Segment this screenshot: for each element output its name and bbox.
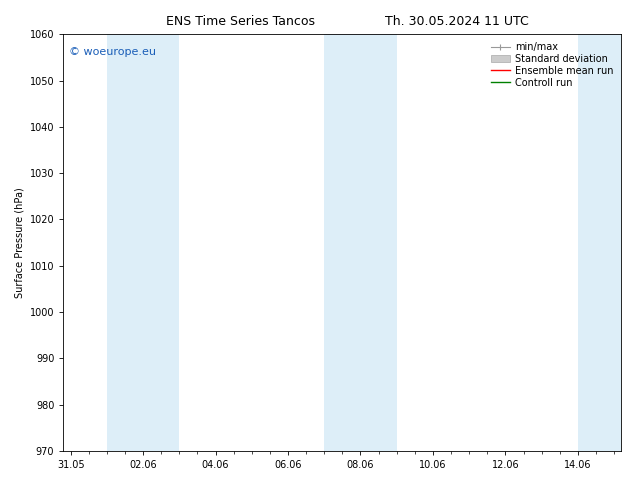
Text: Th. 30.05.2024 11 UTC: Th. 30.05.2024 11 UTC xyxy=(385,15,528,28)
Legend: min/max, Standard deviation, Ensemble mean run, Controll run: min/max, Standard deviation, Ensemble me… xyxy=(488,39,616,91)
Bar xyxy=(324,34,397,451)
Bar xyxy=(107,34,179,451)
Y-axis label: Surface Pressure (hPa): Surface Pressure (hPa) xyxy=(14,187,24,298)
Text: ENS Time Series Tancos: ENS Time Series Tancos xyxy=(166,15,316,28)
Text: © woeurope.eu: © woeurope.eu xyxy=(69,47,156,57)
Bar xyxy=(578,34,632,451)
